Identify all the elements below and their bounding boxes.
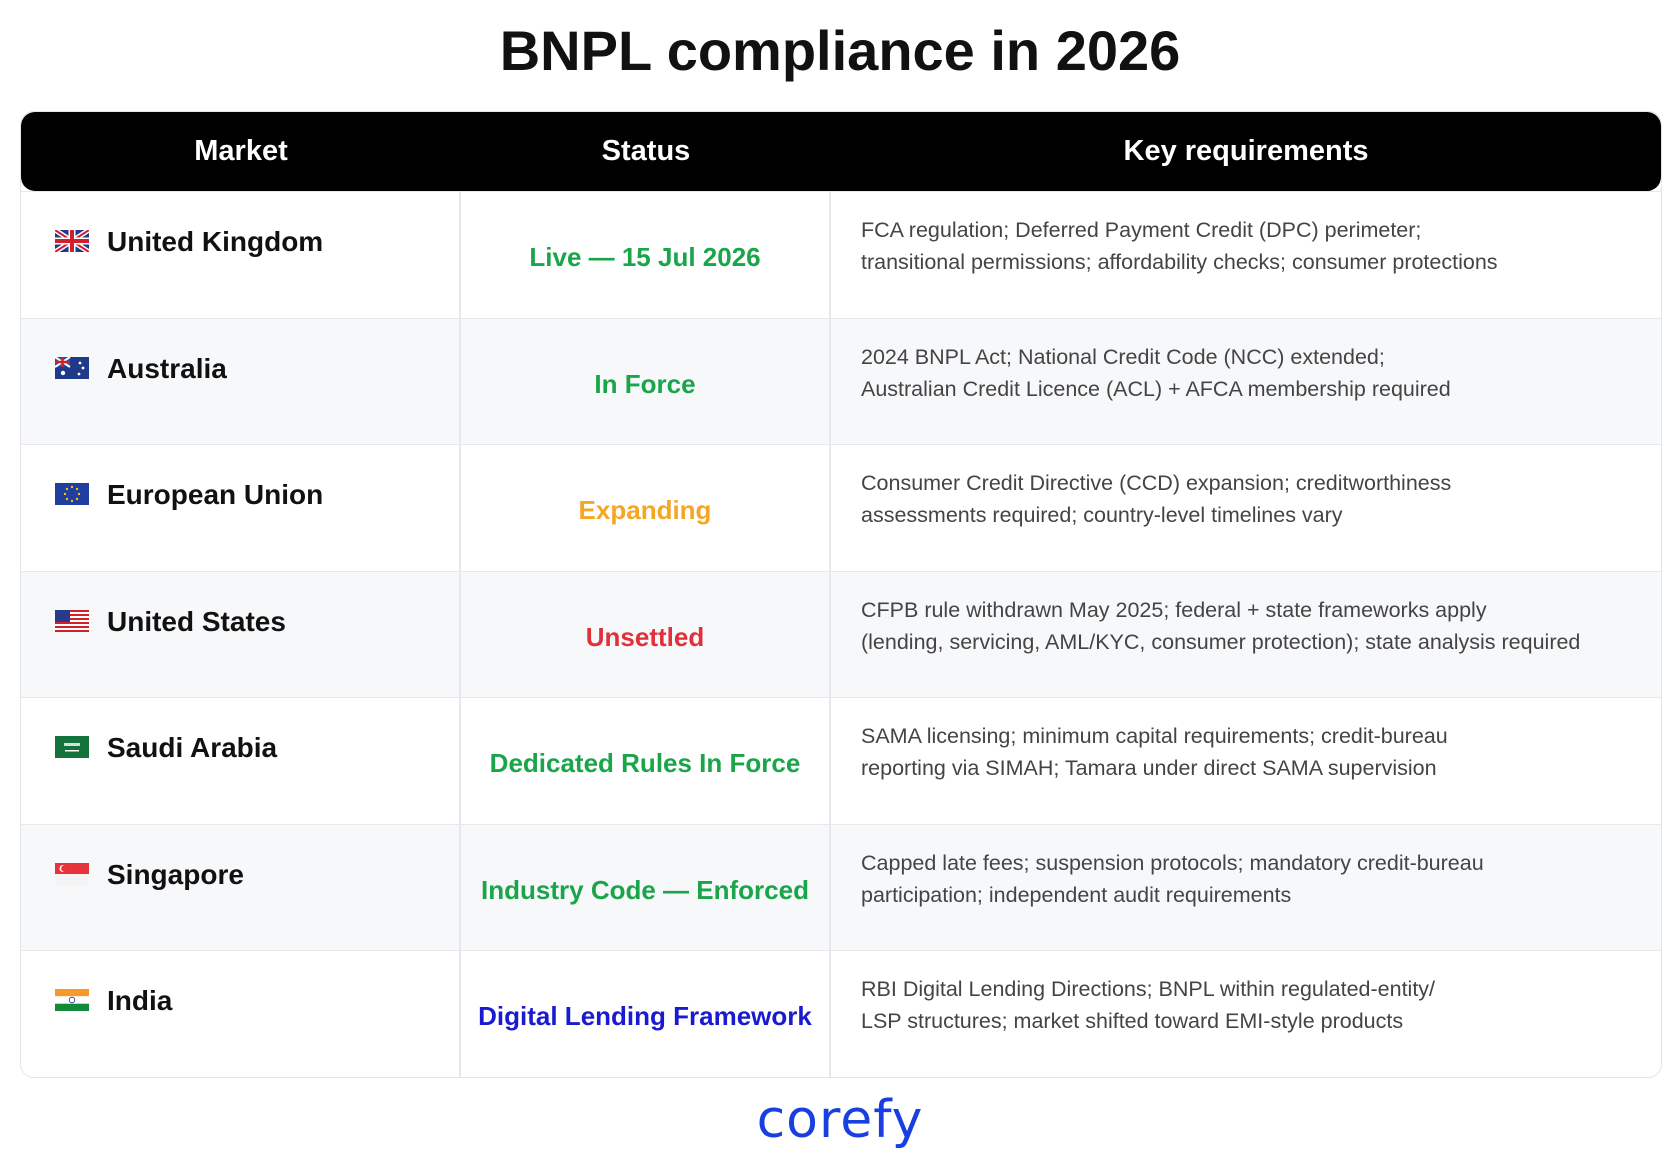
market-cell: United States [21,571,461,697]
status-cell: Expanding [461,445,831,571]
table: Market Status Key requirements United Ki… [20,111,1662,1078]
status-text: Industry Code — Enforced [481,874,809,905]
market-cell: Australia [21,318,461,444]
status-text: In Force [594,368,696,399]
requirements-cell: RBI Digital Lending Directions; BNPL wit… [831,951,1661,1077]
requirement-line: 2024 BNPL Act; National Credit Code (NCC… [861,344,1385,369]
status-text: Unsettled [585,621,705,652]
market-name: United Kingdom [107,226,324,257]
flag-icon [55,862,89,885]
market-cell: United Kingdom [21,192,461,318]
market-name: United States [107,605,286,637]
flag-icon [55,356,89,379]
status-text: Expanding [578,495,712,526]
table-row: Australia In Force 2024 BNPL Act; National… [21,317,1661,445]
flag-icon [55,609,89,632]
flag-icon [55,736,89,758]
table-row: Singapore Industry Code — Enforced Capped … [21,823,1661,951]
status-cell: Live — 15 Jul 2026 [461,192,831,318]
column-header: Key requirements [1123,135,1369,167]
table-row: India Digital Lending Framework RBI Digita… [21,950,1661,1077]
column-header: Status [601,135,691,167]
market-cell: Saudi Arabia [21,698,461,824]
market-name: Saudi Arabia [107,732,278,763]
market-name: Singapore [107,858,244,890]
status-cell: Digital Lending Framework [461,951,831,1077]
requirement-line: Capped late fees; suspension protocols; … [861,850,1484,875]
status-text: Digital Lending Framework [478,1001,812,1032]
flag-icon [55,230,89,252]
status-cell: Industry Code — Enforced [461,824,831,950]
table-header: Market Status Key requirements [21,112,1661,191]
requirement-line: SAMA licensing; minimum capital requirem… [861,724,1448,748]
logo: corefy [756,1090,924,1150]
column-header: Market [194,135,288,167]
requirement-line: RBI Digital Lending Directions; BNPL wit… [861,977,1436,1001]
status-text: Live — 15 Jul 2026 [529,242,761,273]
requirements-cell: Consumer Credit Directive (CCD) expansio… [831,445,1661,571]
requirement-line: transitional permissions; affordability … [861,250,1498,274]
requirement-line: CFPB rule withdrawn May 2025; federal + … [861,597,1487,622]
requirement-line: FCA regulation; Deferred Payment Credit … [861,218,1422,242]
requirement-line: participation; independent audit require… [861,882,1292,907]
requirements-cell: Capped late fees; suspension protocols; … [831,825,1661,951]
table-row: United Kingdom Live — 15 Jul 2026 FCA regu… [21,191,1661,318]
requirements-cell: SAMA licensing; minimum capital requirem… [831,698,1661,824]
requirement-line: reporting via SIMAH; Tamara under direct… [861,756,1437,780]
table-row: United States Unsettled CFPB rule withdraw… [21,570,1661,698]
status-text: Dedicated Rules In Force [489,748,801,779]
market-cell: European Union [21,445,461,571]
requirements-cell: 2024 BNPL Act; National Credit Code (NCC… [831,319,1661,445]
market-name: Australia [107,352,227,384]
requirements-cell: CFPB rule withdrawn May 2025; federal + … [831,572,1661,698]
requirement-line: Australian Credit Licence (ACL) + AFCA m… [861,376,1451,401]
market-cell: Singapore [21,824,461,950]
status-cell: Dedicated Rules In Force [461,698,831,824]
title: BNPL compliance in 2026 [499,19,1181,82]
requirement-line: (lending, servicing, AML/KYC, consumer p… [861,629,1581,654]
requirement-line: Consumer Credit Directive (CCD) expansio… [861,471,1452,495]
requirements-cell: FCA regulation; Deferred Payment Credit … [831,192,1661,318]
market-name: European Union [107,479,324,510]
flag-icon [55,989,89,1011]
requirement-line: assessments required; country-level time… [861,503,1343,527]
table-row: European Union Expanding Consumer Credit D… [21,444,1661,571]
status-cell: In Force [461,318,831,444]
table-row: Saudi Arabia Dedicated Rules In Force SAMA… [21,697,1661,824]
status-cell: Unsettled [461,571,831,697]
market-cell: India [21,951,461,1077]
requirement-line: LSP structures; market shifted toward EM… [861,1009,1404,1033]
flag-icon [55,483,89,505]
market-name: India [107,985,173,1016]
